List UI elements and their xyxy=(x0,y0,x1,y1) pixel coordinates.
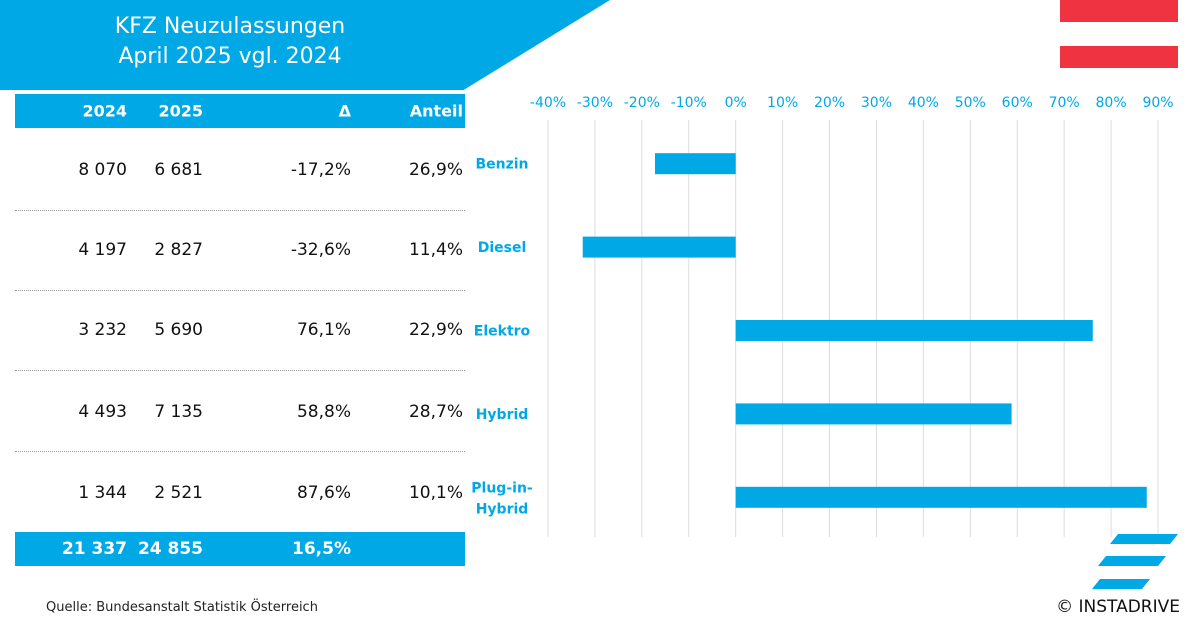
x-tick-label: 30% xyxy=(861,95,892,111)
x-tick-label: -10% xyxy=(671,95,707,111)
cell-2024: 1 344 xyxy=(78,483,127,503)
row-divider xyxy=(15,370,465,371)
category-label-part: Diesel xyxy=(478,240,527,256)
cell-2024: 8 070 xyxy=(78,160,127,180)
table-row: 3 232 5 690 76,1% 22,9% xyxy=(15,290,465,370)
instadrive-logo-icon xyxy=(1092,534,1178,589)
category-label: Benzin xyxy=(475,157,528,173)
bar-hybrid xyxy=(735,403,1012,425)
x-tick-label: 60% xyxy=(1002,95,1033,111)
x-tick-label: 20% xyxy=(814,95,845,111)
x-tick-label: -30% xyxy=(577,95,613,111)
category-label: Diesel xyxy=(478,240,527,256)
header-delta: Δ xyxy=(338,101,351,121)
cell-delta: 87,6% xyxy=(296,483,351,503)
total-2025: 24 855 xyxy=(137,539,203,559)
cell-share: 11,4% xyxy=(408,240,463,260)
row-divider xyxy=(15,451,465,452)
cell-2025: 2 521 xyxy=(154,483,203,503)
cell-share: 22,9% xyxy=(408,320,463,340)
cell-share: 10,1% xyxy=(408,483,463,503)
austria-flag-top-stripe xyxy=(1060,0,1178,22)
x-tick-label: 10% xyxy=(767,95,798,111)
cell-2024: 4 493 xyxy=(78,402,127,422)
x-tick-label: -40% xyxy=(530,95,566,111)
x-tick-label: 40% xyxy=(908,95,939,111)
bar-elektro xyxy=(735,320,1093,341)
delta-bar-chart: -40% -30% -20% -10% 0% 10% 20% 30% 40% 50% 60% 70% 8… xyxy=(471,95,1174,537)
row-divider xyxy=(15,210,465,211)
cell-delta: 76,1% xyxy=(296,320,351,340)
title-line-1: KFZ Neuzulassungen xyxy=(114,14,346,39)
category-label-part: Benzin xyxy=(475,157,528,173)
cell-delta: -17,2% xyxy=(290,160,351,180)
cell-share: 28,7% xyxy=(408,402,463,422)
x-tick-label: 80% xyxy=(1096,95,1127,111)
table-row: 4 197 2 827 -32,6% 11,4% xyxy=(15,210,465,290)
category-label: Hybrid xyxy=(476,407,529,423)
cell-delta: 58,8% xyxy=(296,402,351,422)
cell-2025: 7 135 xyxy=(154,402,203,422)
header-2024: 2024 xyxy=(82,101,127,121)
x-tick-label: 90% xyxy=(1142,95,1173,111)
category-label-part: Elektro xyxy=(474,324,531,340)
table-row: 1 344 2 521 87,6% 10,1% xyxy=(15,453,465,533)
category-label-part: Hybrid xyxy=(476,501,529,517)
austria-flag-bottom-stripe xyxy=(1060,46,1178,68)
table-total-row: 21 337 24 855 16,5% xyxy=(15,532,465,566)
category-label: Plug-in- Hybrid xyxy=(471,480,533,517)
x-tick-label: 50% xyxy=(955,95,986,111)
cell-2025: 5 690 xyxy=(154,320,203,340)
cell-2024: 4 197 xyxy=(78,240,127,260)
cell-share: 26,9% xyxy=(408,160,463,180)
title-line-2: April 2025 vgl. 2024 xyxy=(118,44,342,69)
page-title: KFZ Neuzulassungen April 2025 vgl. 2024 xyxy=(0,12,460,72)
source-note: Quelle: Bundesanstalt Statistik Österrei… xyxy=(46,600,318,615)
x-tick-label: 70% xyxy=(1049,95,1080,111)
header-2025: 2025 xyxy=(158,101,203,121)
cell-delta: -32,6% xyxy=(290,240,351,260)
category-label: Elektro xyxy=(474,324,531,340)
copyright-label: © INSTADRIVE xyxy=(1056,597,1180,617)
cell-2025: 2 827 xyxy=(154,240,203,260)
table-row: 4 493 7 135 58,8% 28,7% xyxy=(15,372,465,452)
table-row: 8 070 6 681 -17,2% 26,9% xyxy=(15,130,465,210)
total-2024: 21 337 xyxy=(61,539,127,559)
x-tick-label: -20% xyxy=(624,95,660,111)
cell-2024: 3 232 xyxy=(78,320,127,340)
table-header: 2024 2025 Δ Anteil xyxy=(15,94,465,128)
bar-diesel xyxy=(582,236,736,258)
category-label-part: Hybrid xyxy=(476,407,529,423)
row-divider xyxy=(15,290,465,291)
header-share: Anteil xyxy=(409,101,463,121)
cell-2025: 6 681 xyxy=(154,160,203,180)
x-tick-label: 0% xyxy=(725,95,747,111)
total-delta: 16,5% xyxy=(292,539,351,559)
category-label-part: Plug-in- xyxy=(471,480,533,496)
bar-plug-in-hybrid xyxy=(735,486,1147,508)
bar-benzin xyxy=(654,153,736,175)
